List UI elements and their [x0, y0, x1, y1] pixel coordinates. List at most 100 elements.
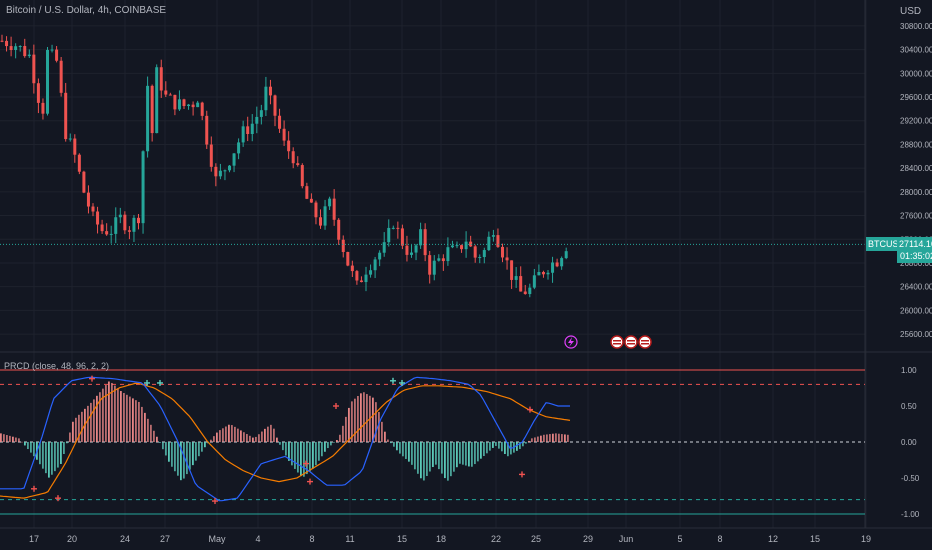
- histogram-bar: [441, 442, 443, 474]
- histogram-bar: [321, 442, 323, 457]
- histogram-bar: [102, 388, 104, 442]
- candle-body: [432, 260, 436, 275]
- price-tick-label: 30000.00: [900, 69, 932, 78]
- candle-body: [137, 217, 140, 224]
- candle-body: [291, 151, 295, 164]
- signal-line-blue: [0, 376, 570, 502]
- candle-body: [150, 85, 154, 134]
- histogram-bar: [69, 432, 71, 442]
- us-flag-event-icon[interactable]: [624, 335, 638, 349]
- candle-body: [414, 245, 418, 253]
- indicator-label[interactable]: PRCD (close, 48, 96, 2, 2): [4, 361, 109, 371]
- candle-body: [510, 260, 514, 280]
- currency-label[interactable]: USD: [900, 6, 921, 17]
- candle-body: [446, 247, 450, 262]
- price-tick-label: 26000.00: [900, 306, 932, 315]
- histogram-bar: [174, 442, 176, 472]
- candle-body: [191, 104, 195, 108]
- histogram-bar: [552, 433, 554, 442]
- histogram-bar: [225, 426, 227, 442]
- histogram-bar: [393, 442, 395, 447]
- candle-body: [296, 163, 300, 166]
- last-price-tag[interactable]: BTCUSD 27114.16 01:35:02: [866, 237, 932, 263]
- histogram-bar: [153, 430, 155, 442]
- histogram-bar: [48, 442, 50, 478]
- histogram-bar: [240, 430, 242, 442]
- histogram-bar: [252, 437, 254, 442]
- histogram-bar: [138, 401, 140, 442]
- histogram-bar: [60, 442, 62, 464]
- histogram-bar: [231, 425, 233, 442]
- candle-body: [323, 206, 327, 226]
- time-axis-labels[interactable]: 17 20 24 27 May 4 8 11 15 18 22 25 29 Jun 5 8 12 15 19: [29, 534, 871, 544]
- histogram-bar: [201, 442, 203, 452]
- candle-body: [187, 104, 191, 107]
- indicator-axis-ticks: 1.00 0.50 0.00 -0.50 -1.00: [901, 366, 920, 519]
- histogram-bar: [72, 421, 74, 442]
- price-tick-label: 30800.00: [900, 22, 932, 31]
- histogram-bar: [447, 442, 449, 481]
- candle-body: [473, 246, 477, 258]
- candle-body: [0, 40, 4, 42]
- histogram-bar: [339, 434, 341, 442]
- histogram-bar: [141, 406, 143, 442]
- histogram-bar: [27, 442, 29, 450]
- histogram-bar: [54, 442, 56, 472]
- event-markers[interactable]: [564, 335, 652, 349]
- histogram-bar: [162, 442, 164, 450]
- cross-marker: [212, 498, 218, 505]
- histogram-bar: [282, 442, 284, 451]
- histogram-bar: [294, 442, 296, 469]
- candle-body: [460, 245, 464, 250]
- cross-marker: [303, 460, 309, 467]
- histogram-bar: [111, 382, 113, 442]
- histogram-bar: [288, 442, 290, 461]
- candle-body: [350, 265, 354, 272]
- candle-body: [146, 85, 150, 152]
- histogram-bar: [471, 442, 473, 467]
- histogram-bar: [57, 442, 59, 468]
- chart-title[interactable]: Bitcoin / U.S. Dollar, 4h, COINBASE: [6, 5, 166, 16]
- candle-body: [359, 280, 363, 283]
- us-flag-event-icon[interactable]: [638, 335, 652, 349]
- histogram-bar: [285, 442, 287, 456]
- candle-body: [332, 198, 336, 220]
- candle-body: [114, 217, 118, 234]
- histogram-bar: [243, 432, 245, 442]
- histogram-bar: [255, 436, 257, 442]
- histogram-bar: [543, 434, 545, 442]
- price-candles[interactable]: [0, 34, 568, 298]
- histogram-bar: [372, 397, 374, 442]
- candle-body: [523, 291, 527, 295]
- histogram-bar: [78, 414, 80, 442]
- candle-body: [528, 287, 532, 295]
- histogram-bar: [159, 442, 161, 443]
- histogram-bar: [129, 396, 131, 442]
- histogram-bar: [561, 434, 563, 442]
- candle-body: [196, 102, 200, 108]
- histogram-bar: [456, 442, 458, 468]
- lightning-event-icon[interactable]: [564, 335, 578, 349]
- histogram-bar: [474, 442, 476, 465]
- cross-markers: [31, 375, 533, 505]
- candle-body: [369, 270, 373, 275]
- histogram-bar: [165, 442, 167, 456]
- histogram-bar: [183, 442, 185, 479]
- us-flag-event-icon[interactable]: [610, 335, 624, 349]
- candle-body: [182, 99, 186, 107]
- candle-body: [27, 54, 31, 57]
- histogram-bar: [114, 385, 116, 442]
- candle-body: [341, 239, 345, 252]
- candle-body: [241, 126, 245, 143]
- candle-body: [164, 90, 168, 95]
- histogram-bar: [375, 402, 377, 442]
- histogram-bar: [366, 394, 368, 442]
- histogram-bar: [567, 434, 569, 442]
- candle-body: [564, 251, 568, 259]
- cross-marker: [519, 471, 525, 478]
- candle-body: [355, 271, 359, 281]
- histogram-bar: [498, 442, 500, 449]
- histogram-bar: [45, 442, 47, 474]
- histogram-bar: [387, 439, 389, 442]
